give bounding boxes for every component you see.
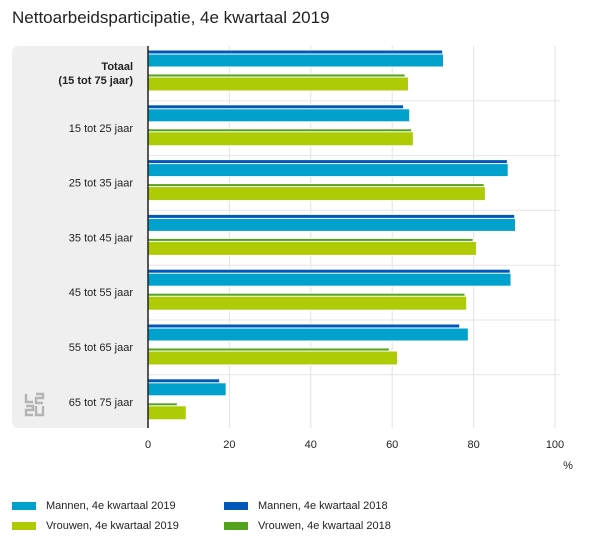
legend-swatch [224, 502, 248, 510]
x-tick-label: 20 [223, 439, 235, 451]
x-axis-unit: % [563, 460, 573, 472]
category-label-panel [12, 46, 148, 428]
category-label: 45 tot 55 jaar [69, 287, 134, 299]
legend-swatch [224, 522, 248, 530]
category-label: 25 tot 35 jaar [69, 178, 134, 190]
x-tick-label: 60 [386, 439, 398, 451]
bar-vrouwen-2019 [147, 131, 414, 147]
legend-label: Vrouwen, 4e kwartaal 2018 [258, 520, 391, 532]
x-tick-label: 40 [305, 439, 317, 451]
x-tick-label: 0 [145, 439, 151, 451]
legend-item-vrouwen-2018: Vrouwen, 4e kwartaal 2018 [224, 520, 391, 532]
bar-mannen-2019 [147, 163, 509, 178]
legend-label: Mannen, 4e kwartaal 2019 [46, 500, 176, 512]
bar-vrouwen-2019 [147, 405, 187, 421]
bar-mannen-2019 [147, 272, 512, 287]
x-tick-label: 80 [467, 439, 479, 451]
bar-vrouwen-2019 [147, 240, 477, 256]
cbs-logo-icon [24, 392, 45, 417]
bar-mannen-2019 [147, 108, 411, 123]
category-label: 35 tot 45 jaar [69, 232, 134, 244]
bar-vrouwen-2019 [147, 350, 398, 366]
bar-chart: Totaal (15 tot 75 jaar) 15 tot 25 jaar 25 t… [58, 46, 573, 472]
x-tick-label: 100 [546, 439, 564, 451]
bar-mannen-2019 [147, 217, 517, 232]
bar-mannen-2019 [147, 327, 469, 342]
bar-mannen-2019 [147, 382, 227, 397]
category-label: Totaal [101, 61, 133, 73]
category-label: 55 tot 65 jaar [69, 342, 134, 354]
category-label: 15 tot 25 jaar [69, 123, 134, 135]
chart-title: Nettoarbeidsparticipatie, 4e kwartaal 20… [12, 8, 330, 27]
bar-vrouwen-2019 [147, 186, 486, 202]
category-label: (15 tot 75 jaar) [58, 75, 133, 87]
legend-item-mannen-2019: Mannen, 4e kwartaal 2019 [12, 500, 176, 512]
legend-label: Mannen, 4e kwartaal 2018 [258, 500, 388, 512]
legend-item-vrouwen-2019: Vrouwen, 4e kwartaal 2019 [12, 520, 179, 532]
legend-label: Vrouwen, 4e kwartaal 2019 [46, 520, 179, 532]
legend-swatch [12, 522, 36, 530]
category-label: 65 tot 75 jaar [69, 397, 134, 409]
legend-swatch [12, 502, 36, 510]
bar-vrouwen-2019 [147, 295, 468, 311]
legend-item-mannen-2018: Mannen, 4e kwartaal 2018 [224, 500, 388, 512]
bar-mannen-2019 [147, 53, 444, 68]
bar-vrouwen-2019 [147, 76, 409, 92]
